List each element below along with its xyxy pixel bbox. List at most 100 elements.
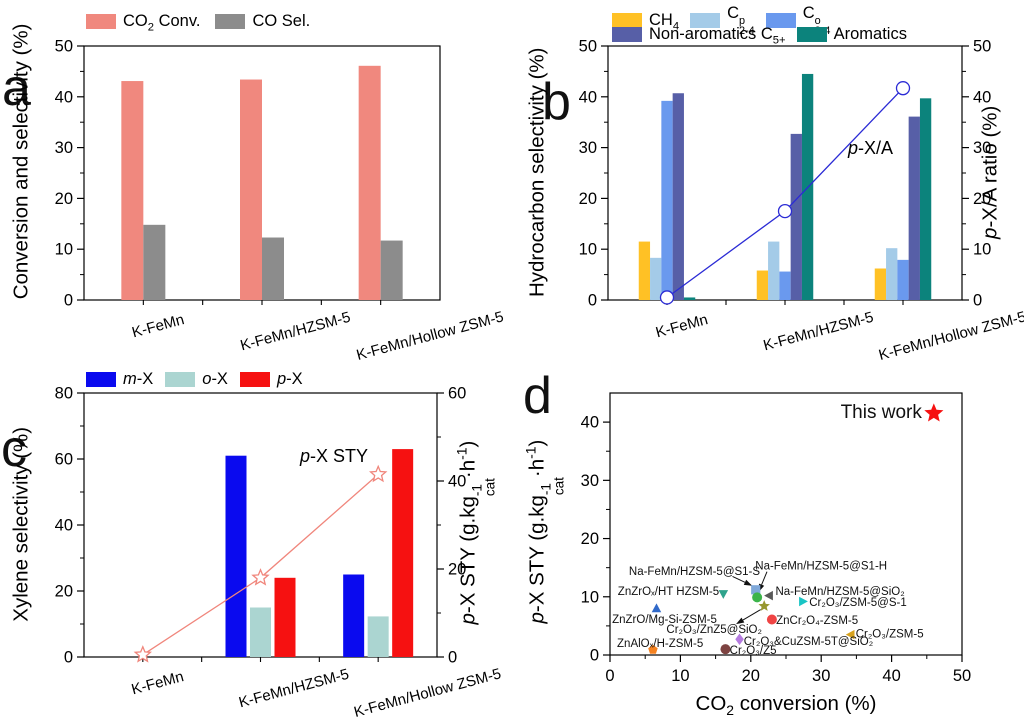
bar <box>274 577 296 657</box>
scatter-point-label: Na-FeMn/HZSM-5@S1-H <box>755 560 887 572</box>
star-marker <box>924 403 944 422</box>
x-tick-label: K-FeMn <box>130 311 186 341</box>
tick-label: 20 <box>55 190 73 208</box>
legend-row-1: m-X o-X p-X <box>86 370 303 389</box>
tick-label: 30 <box>973 139 991 157</box>
star-marker <box>133 645 152 663</box>
legend-item: m-X <box>86 370 153 389</box>
scatter-point-label: ZnAlOₓ/H-ZSM-5 <box>617 638 703 650</box>
x-tick-label: K-FeMn/Hollow ZSM-5 <box>877 308 1024 364</box>
annotation-arrow <box>732 575 753 586</box>
scatter-point-label: ZnCr₂O₄-ZSM-5 <box>776 615 858 627</box>
tick-label: 50 <box>973 38 991 56</box>
scatter-point: ZnCr₂O₄-ZSM-5 <box>766 614 858 627</box>
tick-label: 40 <box>973 88 991 106</box>
star-marker <box>369 464 388 483</box>
scatter-point-label: Cr₂O₃/ZnZ5@SiO₂ <box>666 624 762 636</box>
tick-label: 0 <box>448 649 457 667</box>
chart-d: 0 10 20 30 40 0 10 20 30 40 50 This work Na-FeMn/HZS… <box>581 392 971 685</box>
x-tick-label: K-FeMn/Hollow ZSM-5 <box>355 308 506 364</box>
panel-letter-d: d <box>523 367 552 425</box>
legend-item: p-X <box>239 370 303 389</box>
scatter-point: Cr₂O₃/Z5 <box>720 644 777 657</box>
pentagon-marker <box>648 644 658 654</box>
tick-label: 40 <box>581 414 599 432</box>
tick-label: 10 <box>973 241 991 259</box>
scatter-point-label: Cr₂O₃/ZSM-5@S-1 <box>809 597 907 609</box>
x-tick-label: K-FeMn/Hollow ZSM-5 <box>352 665 503 719</box>
circle-open-marker <box>777 203 793 219</box>
legend-label: Non-aromatics C5+ <box>649 25 786 47</box>
x-tick-label: K-FeMn/HZSM-5 <box>237 666 351 712</box>
legend-row-1: CO2 Conv. CO Sel. <box>86 12 310 33</box>
bar-series-0 <box>225 455 365 657</box>
bar <box>143 224 166 300</box>
scatter-point-label: ZnZrOₓ/HT HZSM-5 <box>618 586 719 598</box>
bar <box>358 65 381 300</box>
bar <box>225 455 247 657</box>
x-tick-label: K-FeMn <box>654 311 710 341</box>
bar <box>661 100 673 300</box>
legend-swatch <box>239 372 270 387</box>
panel-letter-b: b <box>542 73 571 131</box>
scatter-point: This work <box>841 402 944 423</box>
x-tick-label: K-FeMn/HZSM-5 <box>238 309 352 355</box>
x-tick-label: K-FeMn <box>130 668 186 698</box>
tick-label: 20 <box>448 561 466 579</box>
bar-series-1 <box>250 607 389 657</box>
panel-d: d p-X STY (g.kg -1 cat ·h-1) CO2 conversion … <box>512 360 1024 719</box>
overlay-line-series <box>659 81 911 305</box>
bar-series-2 <box>274 449 414 657</box>
tick-label: 20 <box>581 530 599 548</box>
scatter-point: ZnAlOₓ/H-ZSM-5 <box>617 638 703 654</box>
bar <box>240 79 262 300</box>
legend-swatch <box>612 27 642 42</box>
bar <box>250 607 271 657</box>
scatter-point-label: Cr₂O₃/ZSM-5 <box>856 628 924 640</box>
tick-label: 30 <box>581 472 599 490</box>
scatter-point: Na-FeMn/HZSM-5@S1-S <box>629 566 760 595</box>
legend-label: p-X <box>276 370 303 388</box>
bar <box>262 237 284 300</box>
circle-marker <box>766 614 777 625</box>
legend-item: CO2 Conv. <box>86 12 200 33</box>
bar <box>779 271 791 300</box>
legend-item: CH4 <box>612 11 679 32</box>
chart-c: 0 20 40 60 80 0 20 40 60 K-FeMn K-FeMn/HZSM-5 K-FeM… <box>55 385 503 719</box>
tick-label: 10 <box>671 667 689 685</box>
legend-item: o-X <box>165 370 228 389</box>
bar-series-1 <box>143 224 403 300</box>
legend-swatch <box>215 14 246 29</box>
x-tick-label: K-FeMn/HZSM-5 <box>761 309 875 355</box>
bar <box>672 93 684 300</box>
tick-label: 10 <box>579 241 597 259</box>
chart-a: 0 10 20 30 40 50 K-FeMn K-FeMn/HZSM-5 K-FeMn/Hol… <box>55 38 506 364</box>
scatter-point-label: Cr₂O₃/Z5 <box>730 645 777 657</box>
panel-letter-c: c <box>1 420 27 478</box>
tick-label: 0 <box>973 292 982 310</box>
left-axis-ticks: 0 10 20 30 40 <box>581 414 610 665</box>
tick-label: 0 <box>64 292 73 310</box>
legend-label: m-X <box>123 370 154 388</box>
left-axis-ticks: 0 20 40 60 80 <box>55 385 84 667</box>
tick-label: 0 <box>605 667 614 685</box>
scatter-point-label: Na-FeMn/HZSM-5@S1-S <box>629 566 760 578</box>
tick-label: 40 <box>579 88 597 106</box>
tick-label: 0 <box>64 649 73 667</box>
bar <box>343 574 365 657</box>
circle-open-marker <box>659 290 675 305</box>
scatter-point: Cr₂O₃/ZnZ5@SiO₂ <box>666 600 770 636</box>
panel-a: a CO2 Conv. CO Sel. Conversion and selecti… <box>0 0 512 364</box>
legend-item: CO Sel. <box>215 12 310 31</box>
legend-swatch <box>765 12 796 28</box>
tick-label: 60 <box>55 451 73 469</box>
tick-label: 40 <box>882 667 900 685</box>
panel-letter-a: a <box>2 59 31 117</box>
tick-label: 30 <box>55 139 73 157</box>
bar-series-2 <box>661 100 909 300</box>
x-axis-ticks: 0 10 20 30 40 50 <box>605 655 971 685</box>
x-axis-ticks <box>142 300 382 305</box>
tick-label: 20 <box>742 667 760 685</box>
